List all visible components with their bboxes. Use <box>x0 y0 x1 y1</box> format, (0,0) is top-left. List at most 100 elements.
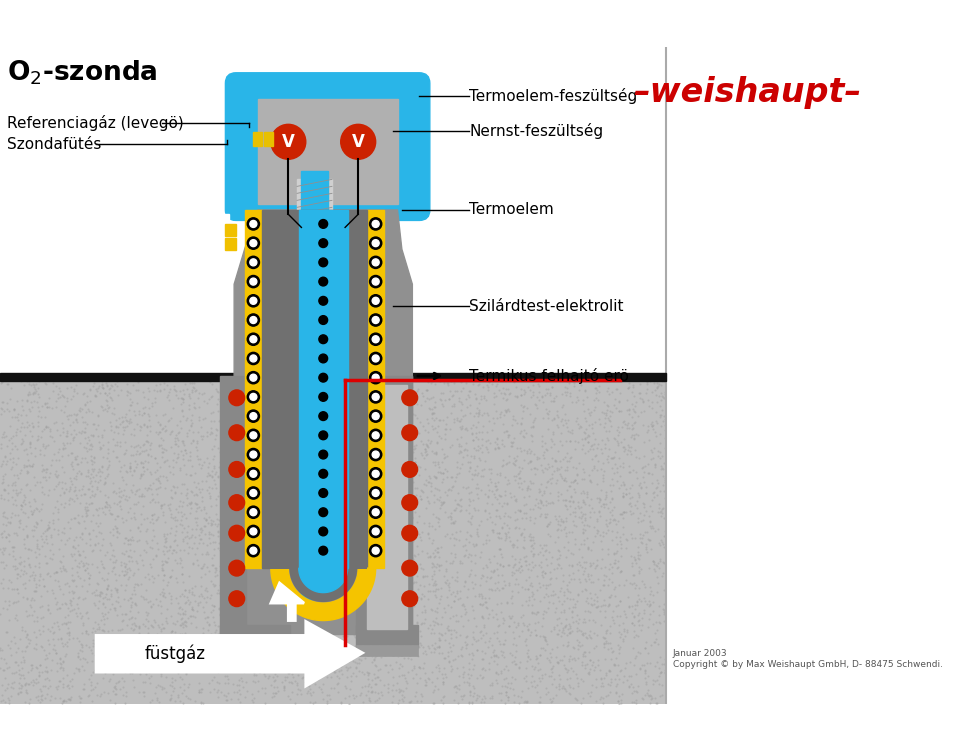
Point <box>239 506 254 518</box>
Point <box>121 613 136 625</box>
Circle shape <box>248 391 259 403</box>
Point <box>567 506 583 518</box>
Point <box>269 643 284 655</box>
Point <box>69 409 84 421</box>
Point <box>82 689 97 701</box>
Point <box>278 520 294 532</box>
Point <box>67 481 83 493</box>
Point <box>298 536 313 548</box>
Point <box>156 569 172 581</box>
Point <box>143 696 158 708</box>
Point <box>232 445 248 457</box>
Point <box>81 499 96 511</box>
Point <box>177 678 192 690</box>
Point <box>158 603 174 615</box>
Point <box>369 449 384 461</box>
Point <box>569 469 585 481</box>
Point <box>217 497 232 509</box>
Point <box>540 508 555 520</box>
Point <box>316 396 331 408</box>
Point <box>523 565 539 577</box>
Point <box>454 420 469 432</box>
Point <box>529 451 544 463</box>
Point <box>526 421 541 433</box>
Point <box>645 451 660 463</box>
Point <box>570 418 586 430</box>
Point <box>83 679 98 691</box>
Point <box>349 574 365 586</box>
Point <box>95 382 110 394</box>
Point <box>402 385 418 397</box>
Point <box>212 395 228 407</box>
Point <box>151 439 166 451</box>
Point <box>588 601 604 613</box>
Point <box>479 497 494 509</box>
Point <box>377 536 393 548</box>
Point <box>304 599 320 611</box>
Point <box>509 442 524 454</box>
Point <box>183 497 199 509</box>
Point <box>26 386 41 398</box>
Point <box>435 629 450 641</box>
Point <box>183 437 199 449</box>
Point <box>560 386 575 398</box>
Point <box>57 439 72 451</box>
Point <box>347 538 362 550</box>
Point <box>339 489 354 501</box>
Point <box>489 667 504 679</box>
Point <box>242 649 257 661</box>
Point <box>324 482 340 494</box>
Point <box>188 695 204 707</box>
Point <box>39 523 55 535</box>
Point <box>498 394 514 406</box>
Point <box>474 672 490 684</box>
Point <box>78 501 93 513</box>
Point <box>612 405 627 417</box>
Point <box>624 617 639 629</box>
Point <box>497 534 513 546</box>
Point <box>98 475 113 487</box>
Point <box>556 586 571 598</box>
Point <box>645 523 660 535</box>
Point <box>453 440 468 452</box>
Point <box>453 445 468 457</box>
Point <box>371 543 386 555</box>
Point <box>7 403 22 415</box>
Point <box>358 638 373 650</box>
Point <box>72 561 87 573</box>
Point <box>428 412 444 424</box>
Point <box>374 540 390 552</box>
Point <box>270 488 285 500</box>
Point <box>290 586 305 598</box>
Point <box>228 656 244 668</box>
Point <box>574 506 589 518</box>
Point <box>256 629 272 641</box>
Point <box>561 425 576 437</box>
Point <box>412 641 427 653</box>
Point <box>655 570 670 582</box>
Point <box>35 465 50 477</box>
Point <box>653 409 668 421</box>
Point <box>325 613 341 625</box>
Point <box>122 571 137 583</box>
Point <box>468 392 484 404</box>
Point <box>328 620 344 632</box>
Circle shape <box>319 546 327 555</box>
Point <box>309 656 324 668</box>
Point <box>371 483 386 495</box>
Point <box>538 437 553 449</box>
Point <box>155 632 170 644</box>
Point <box>391 698 406 710</box>
Point <box>0 442 9 454</box>
Point <box>276 623 291 635</box>
Point <box>455 451 470 463</box>
Point <box>565 683 581 695</box>
Point <box>115 614 131 626</box>
Point <box>618 483 634 495</box>
Point <box>403 587 419 599</box>
Point <box>554 414 569 426</box>
Point <box>372 587 388 599</box>
Point <box>85 544 101 556</box>
Point <box>651 616 666 628</box>
Point <box>410 583 425 595</box>
